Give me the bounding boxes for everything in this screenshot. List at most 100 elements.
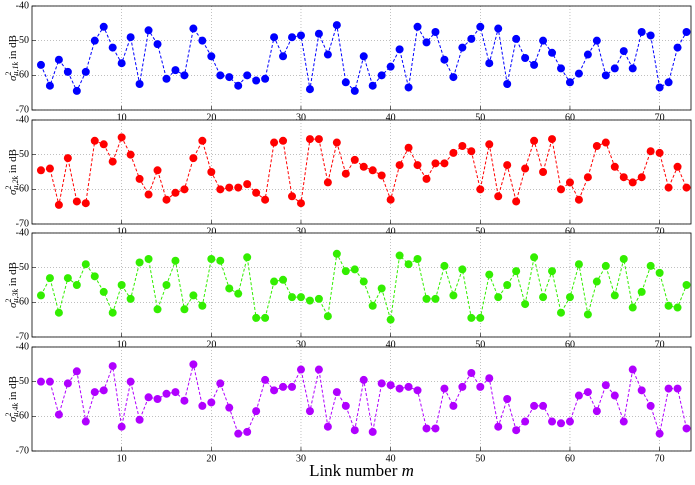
data-point (296, 31, 305, 40)
data-point (314, 365, 323, 374)
data-point (45, 81, 54, 90)
data-point (162, 74, 171, 83)
data-point (404, 83, 413, 92)
data-point (574, 69, 583, 78)
data-point (601, 381, 610, 390)
data-point (288, 33, 297, 42)
y-tick-label: -60 (16, 70, 29, 81)
data-point (279, 275, 288, 284)
data-point (135, 258, 144, 267)
y-tick-label: -40 (16, 0, 29, 11)
data-point (404, 143, 413, 152)
data-point (530, 136, 539, 145)
data-point (503, 281, 512, 289)
data-point (225, 73, 234, 82)
data-point (413, 161, 422, 170)
data-point (117, 281, 126, 289)
x-tick-label: 50 (475, 112, 485, 123)
ylabel-sub: u,2k (11, 176, 20, 190)
data-point (108, 157, 117, 166)
data-point (413, 386, 422, 395)
data-point (234, 81, 243, 90)
x-tick-label: 40 (386, 339, 396, 350)
data-point (494, 192, 503, 201)
data-point (440, 159, 449, 168)
data-point (261, 313, 270, 322)
data-point (539, 168, 548, 176)
data-point (72, 367, 81, 376)
data-point (314, 29, 323, 38)
plot-area (32, 233, 691, 337)
y-tick-label: -40 (16, 227, 29, 238)
x-tick-label: 20 (206, 226, 216, 237)
data-point (431, 424, 440, 433)
data-point (279, 52, 288, 61)
data-point (189, 24, 198, 33)
ylabel-unit: in dB (7, 35, 19, 62)
data-point (404, 260, 413, 269)
data-point (485, 374, 494, 383)
data-point (99, 386, 108, 395)
data-point (225, 403, 234, 412)
data-point (539, 401, 548, 410)
ylabel-symbol: σ (7, 189, 19, 195)
data-point (216, 185, 225, 194)
x-tick-label: 10 (117, 339, 127, 350)
data-point (610, 64, 619, 73)
data-point (279, 136, 288, 145)
data-point (270, 33, 279, 42)
data-point (189, 291, 198, 300)
ylabel-sup: 2 (4, 413, 13, 417)
data-point (664, 384, 673, 393)
data-point (601, 261, 610, 270)
data-point (350, 155, 359, 164)
data-point (449, 291, 458, 300)
data-point (458, 265, 467, 274)
data-point (440, 384, 449, 393)
data-point (503, 80, 512, 88)
data-point (386, 315, 395, 324)
data-point (144, 393, 153, 402)
data-point (664, 78, 673, 87)
x-tick-label: 10 (117, 453, 127, 464)
data-point (628, 303, 637, 312)
data-point (180, 185, 189, 194)
data-point (63, 379, 72, 388)
data-point (296, 293, 305, 302)
data-point (225, 284, 234, 293)
y-axis-label: σ2u,2k in dB (4, 149, 20, 195)
data-point (610, 391, 619, 400)
ylabel-symbol: σ (7, 302, 19, 308)
data-point (422, 294, 431, 303)
data-point (664, 183, 673, 192)
x-tick-label: 20 (206, 112, 216, 123)
data-point (81, 67, 90, 76)
ylabel-unit: in dB (7, 376, 19, 403)
data-point (359, 375, 368, 384)
data-point (54, 308, 63, 317)
data-point (682, 183, 691, 192)
y-tick-label: -50 (16, 376, 29, 387)
y-tick-label: -40 (16, 341, 29, 352)
data-point (153, 40, 162, 49)
data-point (548, 48, 557, 57)
data-point (270, 386, 279, 395)
xlabel-var: m (402, 461, 414, 480)
data-point (368, 301, 377, 310)
data-point (359, 52, 368, 61)
data-point (153, 395, 162, 403)
data-point (234, 289, 243, 298)
data-point (350, 426, 359, 435)
data-point (565, 78, 574, 87)
data-point (126, 150, 135, 159)
data-point (261, 195, 270, 204)
data-point (171, 388, 180, 397)
data-point (72, 281, 81, 289)
data-point (234, 429, 243, 438)
data-point (476, 313, 485, 322)
data-point (225, 183, 234, 192)
data-point (81, 199, 90, 208)
data-point (583, 388, 592, 397)
data-point (556, 64, 565, 73)
data-point (646, 31, 655, 40)
